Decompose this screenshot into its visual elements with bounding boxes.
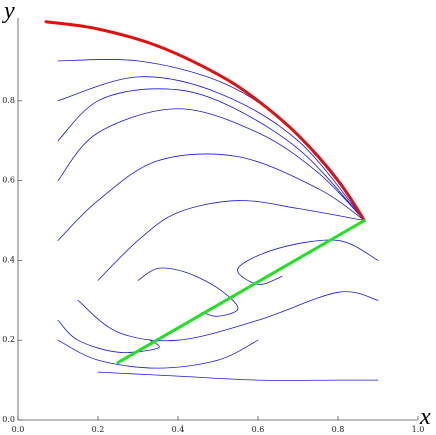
trajectory	[97, 371, 379, 381]
x-tick-label: 0.0	[12, 425, 25, 434]
y-tick-label: 0.6	[2, 176, 15, 185]
trajectory	[57, 88, 365, 221]
trajectory	[137, 267, 239, 317]
x-tick-label: 0.2	[92, 425, 105, 434]
y-tick-label: 0.4	[2, 255, 15, 264]
trajectory	[77, 291, 379, 342]
trajectory	[237, 239, 379, 285]
trajectory	[57, 339, 259, 369]
y-tick-label: 0.0	[2, 415, 15, 424]
x-tick-label: 0.8	[332, 425, 345, 434]
trajectory	[116, 219, 366, 365]
trajectory	[44, 20, 366, 222]
trajectory	[57, 76, 365, 221]
y-axis-label: y	[2, 0, 15, 24]
x-axis-label: x	[419, 404, 431, 430]
x-tick-label: 1.0	[412, 425, 425, 434]
x-tick-label: 0.4	[172, 425, 185, 434]
y-tick-label: 0.2	[2, 335, 15, 344]
y-tick-label: 0.8	[2, 96, 15, 105]
trajectory	[57, 108, 365, 221]
trajectory	[57, 59, 365, 221]
trajectory	[57, 153, 365, 241]
trajectory	[97, 200, 365, 281]
x-tick-label: 0.6	[252, 425, 265, 434]
trajectory	[57, 319, 160, 353]
